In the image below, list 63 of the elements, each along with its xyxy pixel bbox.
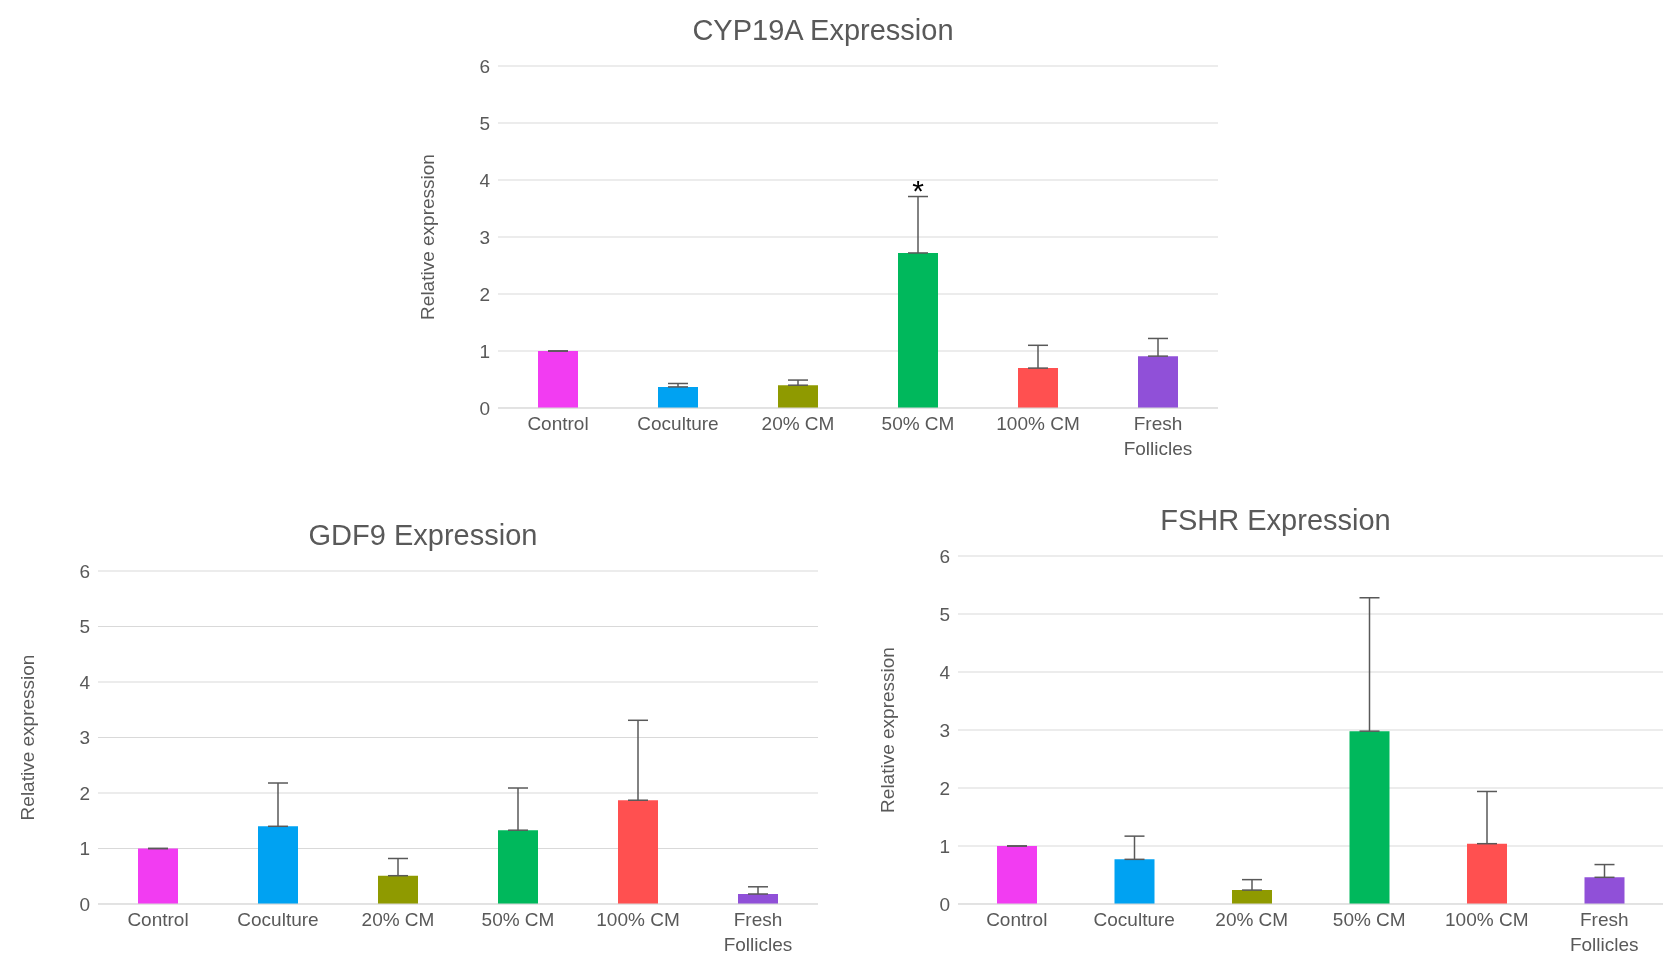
bar [1467, 843, 1507, 904]
y-tick-label: 3 [939, 719, 950, 741]
y-tick-label: 6 [79, 560, 90, 582]
bar [898, 252, 938, 408]
y-tick-label: 1 [939, 835, 950, 857]
x-tick-label: Control [527, 413, 589, 434]
x-tick-label: 100% CM [596, 909, 680, 930]
x-tick-label: 20% CM [761, 413, 835, 434]
x-tick-label: 50% CM [481, 909, 555, 930]
y-tick-label: 1 [79, 838, 90, 860]
bar [618, 800, 658, 904]
y-tick-label: 5 [79, 616, 90, 638]
bar [1349, 731, 1390, 904]
x-tick-label: 50% CM [881, 413, 955, 434]
x-tick-label: 20% CM [361, 909, 435, 930]
y-tick-label: 4 [479, 169, 491, 191]
y-tick-label: 1 [479, 340, 490, 362]
y-tick-label: 2 [479, 283, 490, 305]
y-axis-title: Relative expression [16, 654, 38, 821]
x-tick-label: Coculture [237, 909, 319, 930]
bar [1018, 368, 1058, 408]
annotation: * [912, 173, 925, 207]
y-tick-label: 6 [479, 55, 490, 77]
x-tick-label: 100% CM [996, 413, 1080, 434]
x-tick-label: Control [127, 909, 189, 930]
bar [378, 875, 418, 904]
y-tick-label: 5 [939, 603, 950, 625]
bar [1114, 859, 1155, 904]
chart-title: FSHR Expression [1159, 503, 1392, 538]
x-tick-label: Coculture [637, 413, 719, 434]
y-axis-title: Relative expression [876, 647, 898, 813]
x-tick-label: 50% CM [1332, 909, 1406, 930]
x-tick-label: Fresh Follicles [1123, 413, 1193, 459]
y-tick-label: 0 [79, 893, 90, 915]
chart-title: GDF9 Expression [307, 518, 539, 553]
x-tick-label: Fresh Follicles [1569, 909, 1639, 955]
bar [258, 826, 298, 904]
y-tick-label: 3 [79, 727, 90, 749]
x-tick-label: 20% CM [1215, 909, 1289, 930]
y-tick-label: 6 [939, 545, 950, 567]
x-tick-label: Coculture [1093, 909, 1175, 930]
bar [658, 386, 698, 408]
x-tick-label: Control [986, 909, 1048, 930]
bar [138, 848, 178, 904]
x-tick-label: 100% CM [1445, 909, 1529, 930]
chart-title: CYP19A Expression [691, 13, 955, 48]
y-axis-title: Relative expression [416, 154, 438, 320]
y-tick-label: 5 [479, 112, 490, 134]
bar [498, 830, 538, 904]
bar [1584, 877, 1625, 904]
y-tick-label: 0 [479, 397, 490, 419]
y-tick-label: 4 [79, 671, 91, 693]
y-tick-label: 0 [939, 893, 950, 915]
bar [1232, 890, 1272, 904]
y-tick-label: 3 [479, 226, 490, 248]
y-tick-label: 2 [939, 777, 950, 799]
x-tick-label: Fresh Follicles [723, 909, 793, 955]
bar [997, 846, 1037, 904]
bar [778, 385, 818, 408]
bar [538, 351, 578, 408]
bar [1138, 356, 1178, 408]
y-tick-label: 2 [79, 782, 90, 804]
y-tick-label: 4 [939, 661, 951, 683]
